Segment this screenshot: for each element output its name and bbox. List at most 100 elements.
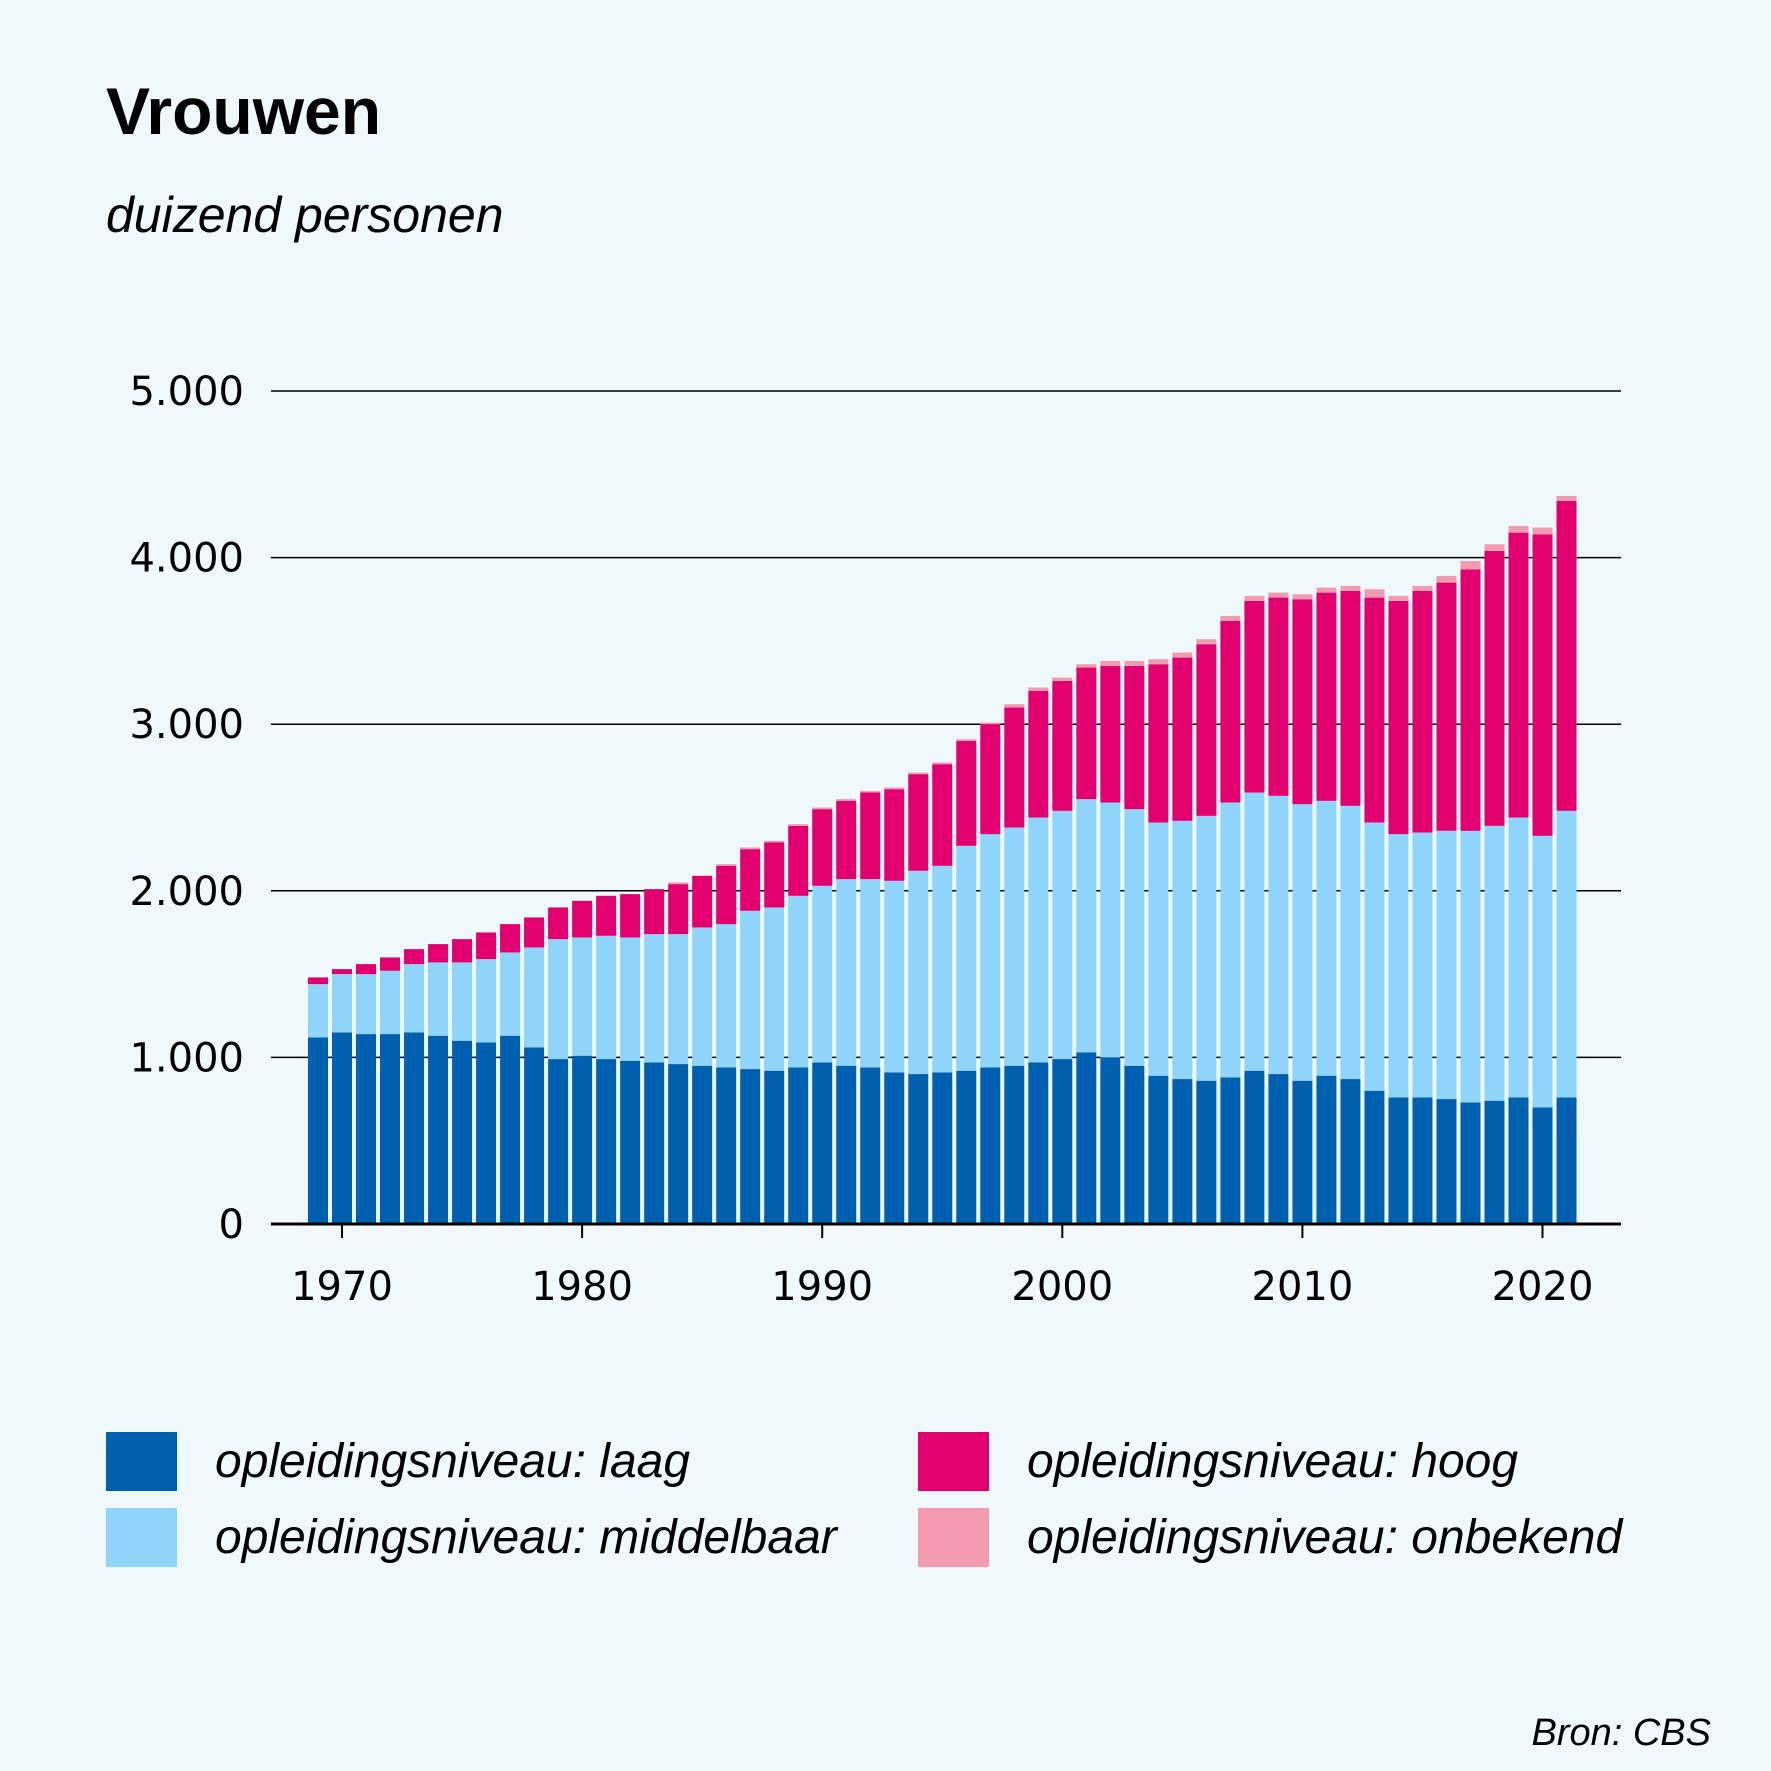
bar-segment-1973-s0 xyxy=(404,1032,425,1224)
bar-segment-1977-s1 xyxy=(500,952,521,1036)
bar-segment-1998-s0 xyxy=(1004,1065,1025,1224)
bar-segment-1970-s0 xyxy=(332,1032,353,1224)
x-tick-label: 2010 xyxy=(1252,1264,1354,1310)
bar-segment-2012-s3 xyxy=(1340,585,1361,591)
bar-segment-2000-s2 xyxy=(1052,680,1073,811)
source-note: Bron: CBS xyxy=(1531,1712,1711,1754)
bar-segment-2003-s1 xyxy=(1124,809,1145,1066)
bar-segment-2005-s3 xyxy=(1172,652,1193,658)
bar-segment-2017-s3 xyxy=(1460,560,1481,570)
bar-segment-2012-s2 xyxy=(1340,590,1361,806)
bar-segment-2001-s1 xyxy=(1076,799,1097,1053)
bar-segment-1992-s1 xyxy=(860,879,881,1068)
bar-segment-1969-s0 xyxy=(308,1037,328,1224)
bar-segment-2015-s3 xyxy=(1412,585,1433,591)
bar-segment-2021-s0 xyxy=(1556,1097,1577,1224)
bar-segment-2021-s2 xyxy=(1556,500,1577,811)
bar-segment-1985-s2 xyxy=(692,875,713,928)
legend-label-middelbaar: opleidingsniveau: middelbaar xyxy=(215,1511,837,1564)
bar-segment-2002-s1 xyxy=(1100,802,1121,1058)
bar-segment-1992-s3 xyxy=(860,790,881,793)
bar-segment-1985-s0 xyxy=(692,1065,713,1224)
bar-segment-2008-s1 xyxy=(1244,792,1265,1071)
bar-segment-2009-s1 xyxy=(1268,795,1289,1075)
x-tick-label: 1970 xyxy=(291,1264,393,1310)
bar-segment-2015-s1 xyxy=(1412,832,1433,1098)
bar-segment-2000-s1 xyxy=(1052,810,1073,1060)
bar-segment-1981-s2 xyxy=(596,895,617,936)
legend-swatch-middelbaar xyxy=(106,1508,177,1567)
bar-segment-2016-s1 xyxy=(1436,830,1457,1100)
bar-segment-2019-s2 xyxy=(1508,532,1529,818)
bar-segment-1985-s1 xyxy=(692,927,713,1066)
bar-segment-2004-s1 xyxy=(1148,822,1169,1076)
bar-segment-1990-s1 xyxy=(812,885,833,1063)
bar-segment-1989-s3 xyxy=(788,824,809,826)
bar-segment-2005-s2 xyxy=(1172,657,1193,821)
bar-segment-2007-s2 xyxy=(1220,620,1241,803)
bar-segment-1993-s3 xyxy=(884,787,905,790)
bar-segment-1997-s0 xyxy=(980,1067,1001,1224)
bar-segment-1986-s3 xyxy=(716,864,737,866)
bar-segment-1986-s0 xyxy=(716,1067,737,1224)
bar-segment-2012-s1 xyxy=(1340,805,1361,1080)
bar-segment-1991-s0 xyxy=(836,1065,857,1224)
legend-item-laag: opleidingsniveau: laag xyxy=(106,1432,690,1491)
bar-segment-1995-s2 xyxy=(932,764,953,866)
bar-segment-1971-s1 xyxy=(356,974,377,1035)
bar-segment-2011-s2 xyxy=(1316,592,1337,801)
legend-swatch-onbekend xyxy=(918,1508,989,1567)
bar-segment-2015-s2 xyxy=(1412,590,1433,833)
bar-segment-1980-s2 xyxy=(572,900,593,938)
bar-segment-1970-s1 xyxy=(332,974,353,1033)
bar-segment-1971-s0 xyxy=(356,1034,377,1224)
bar-segment-2007-s3 xyxy=(1220,615,1241,621)
bar-segment-2004-s0 xyxy=(1148,1075,1169,1224)
bar-segment-1988-s1 xyxy=(764,907,785,1071)
bar-segment-2003-s3 xyxy=(1124,660,1145,666)
bar-segment-1999-s0 xyxy=(1028,1062,1049,1224)
bar-segment-1983-s0 xyxy=(644,1062,665,1224)
bar-segment-2020-s0 xyxy=(1532,1107,1553,1224)
bar-segment-2005-s0 xyxy=(1172,1079,1193,1224)
bar-segment-2001-s2 xyxy=(1076,667,1097,800)
y-tick-label: 2.000 xyxy=(129,869,244,915)
bar-segment-1993-s0 xyxy=(884,1072,905,1224)
bar-segment-2003-s0 xyxy=(1124,1065,1145,1224)
bar-segment-1975-s0 xyxy=(452,1040,473,1224)
bar-segment-1983-s1 xyxy=(644,934,665,1063)
bar-segment-2021-s3 xyxy=(1556,495,1577,501)
bar-segment-2019-s0 xyxy=(1508,1097,1529,1224)
bar-segment-1974-s1 xyxy=(428,962,449,1036)
bar-segment-2000-s0 xyxy=(1052,1059,1073,1224)
bar-segment-1975-s2 xyxy=(452,939,473,963)
bar-segment-1972-s2 xyxy=(380,957,401,971)
bar-segment-1982-s0 xyxy=(620,1060,641,1224)
bar-segment-1986-s2 xyxy=(716,865,737,925)
bar-segment-1979-s2 xyxy=(548,907,569,940)
axes: 0 1.000 2.000 3.000 4.000 5.000 1970 1980 1990 20… xyxy=(129,369,1621,1310)
bar-segment-2003-s2 xyxy=(1124,665,1145,810)
legend-swatch-laag xyxy=(106,1432,177,1491)
bar-segment-2017-s2 xyxy=(1460,569,1481,831)
bar-segment-1972-s1 xyxy=(380,970,401,1035)
bar-segment-1996-s0 xyxy=(956,1070,977,1224)
legend-item-middelbaar: opleidingsniveau: middelbaar xyxy=(106,1508,837,1567)
bar-segment-2008-s2 xyxy=(1244,600,1265,793)
bar-segment-1987-s3 xyxy=(740,847,761,850)
bar-segment-1997-s2 xyxy=(980,724,1001,835)
bar-segment-2007-s0 xyxy=(1220,1077,1241,1224)
bar-segment-2006-s1 xyxy=(1196,815,1217,1081)
bar-segment-1997-s1 xyxy=(980,834,1001,1068)
bar-segment-2014-s2 xyxy=(1388,600,1409,835)
bar-segment-2006-s2 xyxy=(1196,644,1217,816)
bar-segment-2009-s3 xyxy=(1268,592,1289,598)
bar-segment-1970-s2 xyxy=(332,969,353,975)
bar-segment-2019-s3 xyxy=(1508,525,1529,533)
y-tick-label: 5.000 xyxy=(129,369,244,415)
bar-segment-2021-s1 xyxy=(1556,810,1577,1098)
bar-segment-2010-s0 xyxy=(1292,1080,1313,1224)
y-tick-label: 1.000 xyxy=(129,1035,244,1081)
bar-segment-2013-s0 xyxy=(1364,1090,1385,1224)
